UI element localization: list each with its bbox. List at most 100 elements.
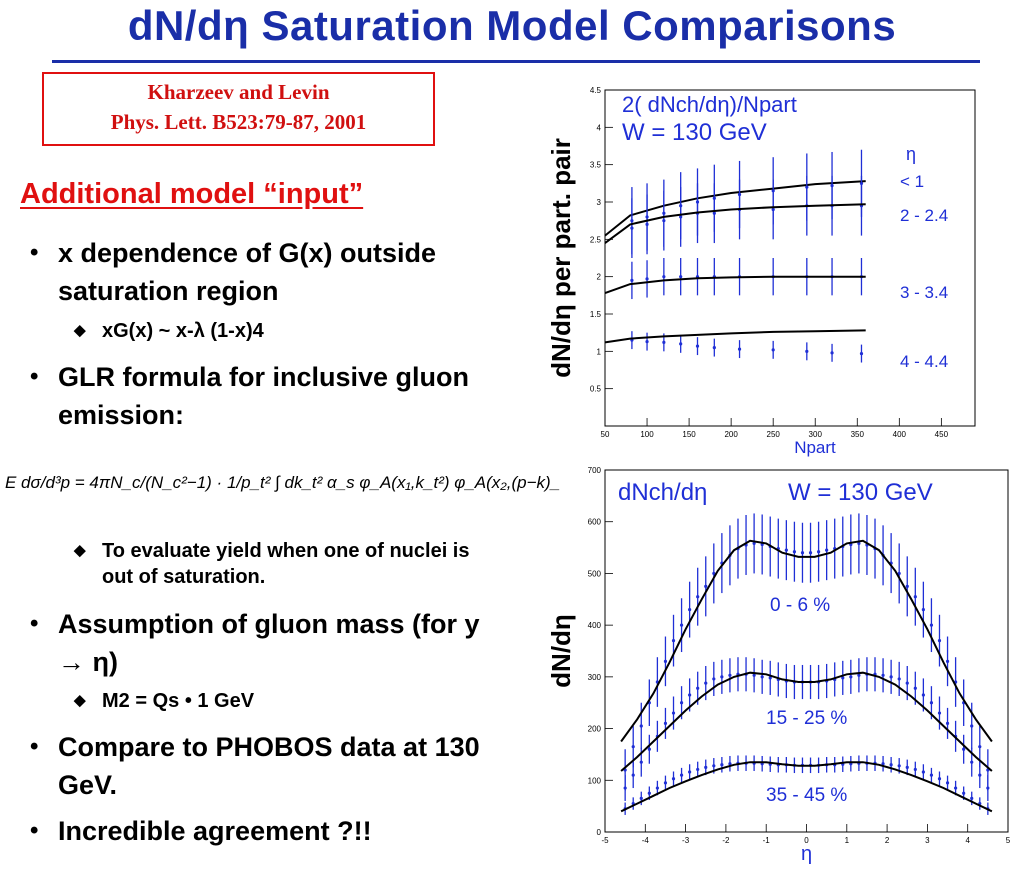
data-point: [695, 344, 700, 348]
series-label: 35 - 45 %: [766, 785, 847, 806]
data-point: [792, 550, 797, 554]
bullet-text: Incredible agreement ?!!: [58, 816, 372, 846]
data-point: [857, 541, 861, 546]
data-point: [889, 763, 893, 767]
title-underline: [52, 60, 980, 63]
x-tick-label: -1: [763, 836, 771, 845]
model-curve: [604, 329, 866, 344]
data-point: [688, 693, 692, 697]
section-heading: Additional model “input”: [20, 178, 364, 210]
data-point: [679, 773, 684, 777]
y-tick-label: 600: [588, 518, 602, 527]
sub-bullet-mass: ◆ M2 = Qs • 1 GeV: [74, 688, 374, 714]
data-point: [937, 639, 942, 643]
y-axis-label: dN/dη per part. pair: [546, 138, 576, 378]
data-point: [663, 781, 668, 785]
x-tick-label: 4: [965, 836, 970, 845]
sub-bullet-text: M2 = Qs • 1 GeV: [102, 690, 255, 712]
data-point: [663, 659, 668, 663]
y-tick-label: 700: [588, 466, 602, 475]
bullet-dot-icon: •: [30, 239, 39, 266]
plot-frame: [604, 89, 976, 427]
model-curve: [604, 203, 866, 244]
data-point: [728, 673, 732, 677]
x-tick-label: 5: [1006, 836, 1011, 845]
x-tick-label: -3: [682, 836, 690, 845]
x-tick-label: 2: [885, 836, 890, 845]
bullet-dot-icon: •: [30, 610, 39, 637]
bullet-compare: • Compare to PHOBOS data at 130 GeV.: [30, 728, 500, 804]
data-point: [849, 675, 853, 679]
sub-bullet-xg: ◆ xG(x) ~ x-λ (1-x)4: [74, 318, 374, 344]
y-tick-label: 1: [597, 347, 602, 356]
data-point: [645, 222, 649, 226]
data-point: [655, 786, 659, 790]
data-point: [897, 764, 901, 768]
x-tick-label: -4: [642, 836, 650, 845]
model-curve: [604, 275, 866, 295]
data-point: [945, 721, 950, 725]
data-point: [905, 584, 909, 588]
x-tick-label: 400: [893, 430, 907, 439]
data-point: [937, 777, 942, 781]
data-point: [639, 724, 643, 728]
data-point: [645, 277, 649, 281]
slide-title: dN/dη Saturation Model Comparisons: [127, 2, 897, 49]
data-point: [752, 541, 756, 546]
data-point: [696, 767, 700, 772]
model-curve: [620, 761, 993, 813]
data-point: [921, 770, 925, 774]
data-point: [913, 686, 917, 690]
chart-title: 2( dNch/dη)/Npart: [622, 92, 797, 117]
data-point: [671, 639, 676, 643]
data-point: [962, 747, 966, 751]
data-point: [630, 226, 634, 230]
data-point: [679, 275, 683, 279]
x-tick-label: -5: [601, 836, 609, 845]
data-point: [970, 796, 974, 800]
bullet-agreement: • Incredible agreement ?!!: [30, 812, 500, 850]
data-point: [929, 701, 934, 705]
bullet-dot-icon: •: [30, 733, 39, 760]
data-point: [760, 675, 764, 679]
sub-bullet-text: To evaluate yield when one of nuclei is …: [102, 540, 470, 588]
data-point: [704, 584, 708, 588]
data-point: [805, 349, 809, 353]
diamond-bullet-icon: ◆: [74, 322, 86, 339]
data-point: [712, 677, 716, 681]
data-point: [696, 595, 700, 599]
data-point: [768, 676, 772, 680]
bullet-text: Assumption of gluon mass (for y → η): [58, 609, 480, 677]
y-tick-label: 4.5: [590, 86, 602, 95]
data-point: [905, 681, 909, 685]
data-point: [816, 550, 821, 554]
data-point: [881, 673, 885, 677]
data-point: [881, 762, 885, 766]
y-tick-label: 3: [597, 198, 602, 207]
data-point: [945, 659, 950, 663]
data-point: [688, 770, 692, 774]
model-curve: [620, 671, 993, 772]
data-point: [712, 211, 716, 215]
data-point: [808, 551, 813, 555]
x-axis-label: Npart: [794, 438, 836, 457]
x-tick-label: -2: [722, 836, 730, 845]
bullet-text: Compare to PHOBOS data at 130 GeV.: [58, 732, 480, 800]
data-point: [671, 777, 676, 781]
x-tick-label: 3: [925, 836, 930, 845]
series-label: 4 - 4.4: [900, 352, 948, 371]
data-point: [913, 595, 917, 599]
sub-bullet-text: xG(x) ~ x-λ (1-x)4: [102, 320, 264, 342]
data-point: [913, 767, 917, 772]
y-tick-label: 100: [588, 776, 602, 785]
x-tick-label: 100: [640, 430, 654, 439]
data-point: [631, 745, 635, 749]
data-point: [712, 346, 716, 350]
model-curve: [620, 539, 993, 743]
y-tick-label: 4: [597, 123, 602, 132]
data-point: [830, 351, 834, 355]
data-point: [663, 721, 668, 725]
data-point: [688, 608, 692, 612]
data-point: [784, 548, 788, 552]
x-tick-label: 300: [809, 430, 823, 439]
